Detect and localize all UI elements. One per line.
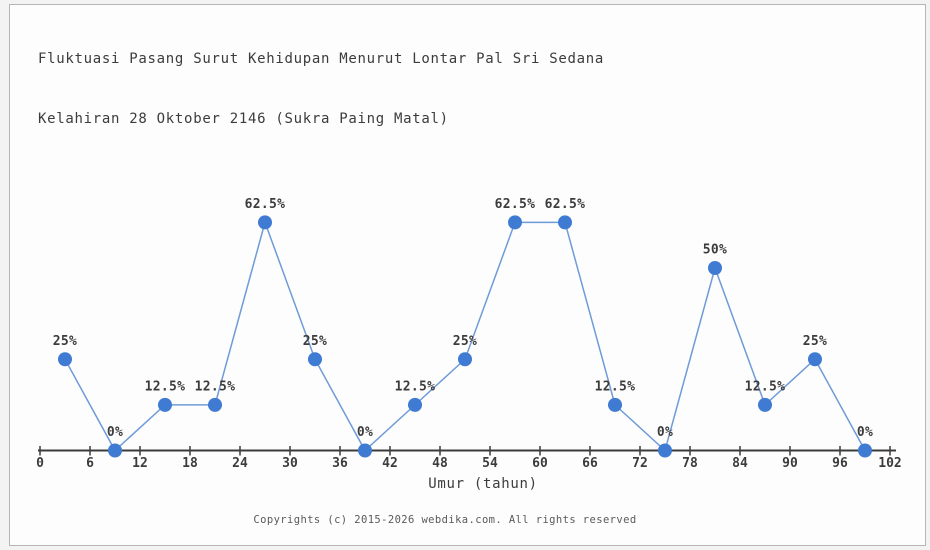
- data-point-label: 12.5%: [395, 379, 436, 394]
- data-point-label: 25%: [303, 334, 327, 349]
- data-point-marker: [708, 261, 722, 275]
- data-point-label: 62.5%: [495, 197, 536, 212]
- data-point-label: 50%: [703, 243, 727, 258]
- x-tick-label: 78: [682, 456, 698, 471]
- x-tick-label: 18: [182, 456, 198, 471]
- data-point-label: 0%: [857, 425, 873, 440]
- data-point-marker: [858, 443, 872, 458]
- data-point-label: 0%: [357, 425, 373, 440]
- data-point-label: 12.5%: [595, 379, 636, 394]
- x-tick-label: 102: [878, 456, 901, 471]
- x-tick-label: 90: [782, 456, 798, 471]
- x-axis-title: Umur (tahun): [428, 476, 538, 492]
- data-point-marker: [508, 215, 522, 230]
- data-point-marker: [308, 352, 322, 367]
- data-point-label: 62.5%: [545, 197, 586, 212]
- data-point-marker: [658, 443, 672, 458]
- x-tick-label: 96: [832, 456, 848, 471]
- x-tick-label: 0: [36, 456, 44, 471]
- x-tick-label: 84: [732, 456, 748, 471]
- data-point-marker: [108, 443, 122, 458]
- data-point-marker: [458, 352, 472, 367]
- data-point-marker: [358, 443, 372, 458]
- x-tick-label: 66: [582, 456, 598, 471]
- chart-subtitle: Kelahiran 28 Oktober 2146 (Sukra Paing M…: [38, 111, 449, 127]
- data-point-marker: [808, 352, 822, 367]
- data-point-marker: [758, 397, 772, 412]
- x-tick-label: 12: [132, 456, 148, 471]
- x-tick-label: 30: [282, 456, 298, 471]
- x-tick-label: 48: [432, 456, 448, 471]
- data-point-label: 12.5%: [195, 379, 236, 394]
- chart-title: Fluktuasi Pasang Surut Kehidupan Menurut…: [38, 51, 604, 67]
- data-point-label: 0%: [107, 425, 123, 440]
- data-point-label: 12.5%: [745, 379, 786, 394]
- data-point-marker: [58, 352, 72, 367]
- x-tick-label: 60: [532, 456, 548, 471]
- chart-frame: [9, 4, 926, 546]
- data-point-label: 0%: [657, 425, 673, 440]
- x-tick-label: 24: [232, 456, 248, 471]
- data-point-label: 62.5%: [245, 197, 286, 212]
- copyright-text: Copyrights (c) 2015-2026 webdika.com. Al…: [253, 514, 637, 526]
- data-point-marker: [558, 215, 572, 230]
- data-point-marker: [158, 397, 172, 412]
- x-tick-label: 72: [632, 456, 648, 471]
- chart-title-block: Fluktuasi Pasang Surut Kehidupan Menurut…: [38, 9, 604, 169]
- x-tick-label: 36: [332, 456, 348, 471]
- x-tick-label: 42: [382, 456, 398, 471]
- data-point-label: 25%: [53, 334, 77, 349]
- data-point-marker: [208, 397, 222, 412]
- data-point-marker: [408, 397, 422, 412]
- x-tick-label: 6: [86, 456, 94, 471]
- data-point-marker: [608, 397, 622, 412]
- x-tick-label: 54: [482, 456, 498, 471]
- data-point-label: 12.5%: [145, 379, 186, 394]
- data-point-label: 25%: [453, 334, 477, 349]
- data-point-label: 25%: [803, 334, 827, 349]
- data-point-marker: [258, 215, 272, 230]
